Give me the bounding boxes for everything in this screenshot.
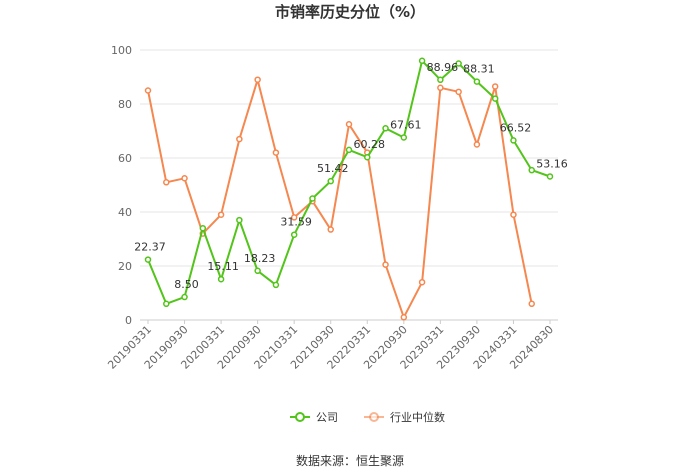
point-0-14: [400, 134, 408, 141]
point-0-9: [309, 195, 316, 202]
data-label-22: 53.16: [536, 157, 568, 170]
point-0-20: [510, 137, 517, 144]
point-1-19: [491, 83, 499, 90]
data-label-14: 67.61: [390, 118, 422, 131]
point-0-5: [236, 216, 243, 224]
point-1-6: [254, 76, 261, 83]
point-0-18: [473, 78, 481, 85]
series-layer: [144, 57, 554, 321]
y-axis: 0 20 40 60 80 100: [111, 44, 132, 327]
point-1-10: [327, 226, 334, 233]
point-0-13: [382, 125, 389, 132]
point-0-8: [290, 231, 298, 238]
point-1-14: [400, 314, 408, 321]
point-0-17: [455, 60, 462, 67]
series-line-1: [147, 78, 533, 319]
point-1-2: [181, 175, 188, 182]
source-text: 数据来源：恒生聚源: [296, 453, 404, 468]
point-0-0: [144, 256, 152, 263]
point-0-10: [327, 177, 334, 185]
point-1-4: [217, 211, 225, 218]
point-1-15: [418, 278, 426, 286]
point-0-15: [418, 57, 426, 65]
data-label-18: 88.31: [463, 63, 495, 76]
data-label-8: 31.59: [280, 216, 312, 229]
data-label-6: 18.23: [244, 252, 276, 265]
y-tick-label-60: 60: [118, 152, 132, 165]
point-0-11: [345, 146, 353, 154]
point-0-12: [364, 153, 371, 161]
data-labels: 22.37 8.50 15.11 18.23 31.59 51.42 60.28 67.61 8…: [134, 61, 568, 291]
point-1-5: [236, 135, 243, 143]
data-label-20: 66.52: [500, 121, 532, 134]
data-label-16: 88.96: [427, 61, 459, 74]
point-1-0: [144, 87, 152, 94]
y-tick-label-80: 80: [118, 98, 132, 111]
point-0-22: [546, 173, 554, 180]
y-tick-label-20: 20: [118, 260, 132, 273]
legend[interactable]: 公司 行业中位数: [290, 410, 445, 424]
point-0-1: [163, 300, 170, 308]
point-1-11: [345, 121, 353, 128]
x-axis: 2019033120190930202003312020093020210331…: [105, 320, 556, 372]
point-1-20: [510, 211, 517, 218]
point-1-1: [163, 179, 170, 186]
point-0-7: [272, 281, 280, 289]
data-label-4: 15.11: [207, 260, 239, 273]
legend-label-0: 公司: [316, 411, 338, 424]
data-label-0: 22.37: [134, 241, 166, 254]
data-label-12: 60.28: [354, 138, 386, 151]
y-tick-label-40: 40: [118, 206, 132, 219]
legend-item-1[interactable]: 行业中位数: [364, 410, 445, 424]
point-1-18: [473, 141, 481, 148]
legend-label-1: 行业中位数: [390, 410, 445, 424]
data-label-10: 51.42: [317, 162, 349, 175]
point-0-6: [254, 267, 261, 275]
point-1-17: [455, 88, 462, 96]
point-1-8: [290, 214, 298, 221]
legend-item-0[interactable]: 公司: [290, 411, 338, 424]
point-1-7: [272, 149, 280, 156]
point-1-13: [382, 261, 389, 268]
point-0-3: [199, 224, 207, 232]
point-1-21: [528, 300, 535, 308]
series-1: [144, 76, 535, 321]
y-tick-label-100: 100: [111, 44, 132, 57]
point-1-16: [437, 84, 444, 92]
data-label-2: 8.50: [174, 278, 199, 291]
point-0-19: [491, 95, 499, 102]
series-0: [144, 57, 554, 308]
point-0-16: [437, 76, 444, 84]
legend-marker-1: [369, 412, 379, 422]
y-tick-label-0: 0: [125, 314, 132, 327]
point-0-4: [217, 275, 225, 283]
point-0-21: [528, 166, 535, 174]
point-0-2: [181, 293, 188, 301]
legend-marker-0: [295, 412, 305, 422]
grid: [140, 49, 558, 321]
chart-title: 市销率历史分位（%）: [275, 3, 425, 21]
